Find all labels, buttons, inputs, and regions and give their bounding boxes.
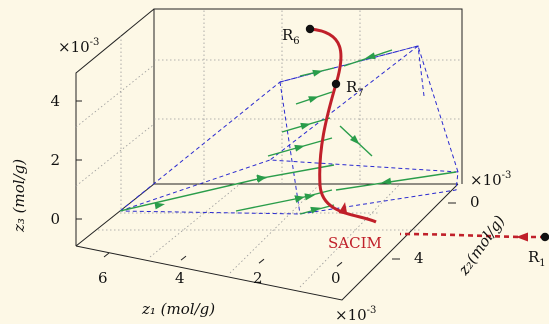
x-tick-label: 4 <box>175 269 185 287</box>
z-tick-label: 4 <box>50 92 60 110</box>
grid-line-10 <box>149 183 241 258</box>
x-tick-label: 0 <box>331 269 341 287</box>
trajectory-arrow-8 <box>312 69 323 77</box>
x-tick-mark <box>103 252 110 258</box>
x-scale-factor: ×10-3 <box>335 305 376 324</box>
sacim-curves <box>309 27 545 242</box>
z-tick-label: 2 <box>50 151 60 169</box>
z-axis-label: z₃ (mol/g) <box>10 159 28 233</box>
grid-line-11 <box>229 183 321 274</box>
label-r7: R7 <box>346 78 364 99</box>
y-axis-ticks: 04 <box>392 193 480 267</box>
x-tick-label: 6 <box>98 269 108 287</box>
point-r1 <box>540 232 549 242</box>
label-r1: R1 <box>528 248 546 269</box>
grid-lines <box>75 9 462 288</box>
y-tick-label: 0 <box>470 193 480 211</box>
point-r6 <box>305 24 315 34</box>
z-scale-factor: ×10-3 <box>58 37 99 56</box>
grid-line-2 <box>75 123 155 187</box>
trajectory-0 <box>119 164 335 212</box>
trajectory-arrow-7 <box>308 96 319 103</box>
x-tick-mark <box>258 258 265 264</box>
trajectory-arrow-10 <box>154 202 165 210</box>
x-tick-mark <box>180 255 187 261</box>
r1-arrow <box>516 232 528 242</box>
trajectory-arrow-3 <box>381 177 392 185</box>
trajectory-arrow-6 <box>300 122 311 130</box>
y-tick-label: 4 <box>414 249 424 267</box>
label-sacim: SACIM <box>328 234 382 252</box>
x-axis-ticks: 6 4 2 0 <box>98 252 343 287</box>
sacim-arrow <box>338 202 348 215</box>
trajectory-arrow-2 <box>310 206 321 214</box>
x-axis-label: z₁ (mol/g) <box>141 300 215 318</box>
trajectory-arrow-5 <box>349 134 360 145</box>
z-tick-label: 0 <box>50 210 60 228</box>
trajectory-arrow-4 <box>294 144 305 152</box>
grid-line-3 <box>75 64 155 128</box>
x-tick-mark <box>336 261 343 267</box>
trajectory-arrow-1 <box>304 193 315 201</box>
axis-box <box>75 8 463 301</box>
y-axis-label: z₂(mol/g) <box>454 212 509 279</box>
trajectory-3 <box>335 171 457 191</box>
point-r7 <box>331 79 341 89</box>
z-axis-ticks: 0 2 4 <box>50 92 82 228</box>
y-scale-factor: ×10-3 <box>470 170 511 189</box>
trajectories <box>119 49 457 215</box>
x-tick-label: 2 <box>253 269 263 287</box>
label-r6: R6 <box>282 26 300 47</box>
trajectory-arrow-9 <box>365 52 376 60</box>
trajectory-arrow-0 <box>257 174 267 182</box>
